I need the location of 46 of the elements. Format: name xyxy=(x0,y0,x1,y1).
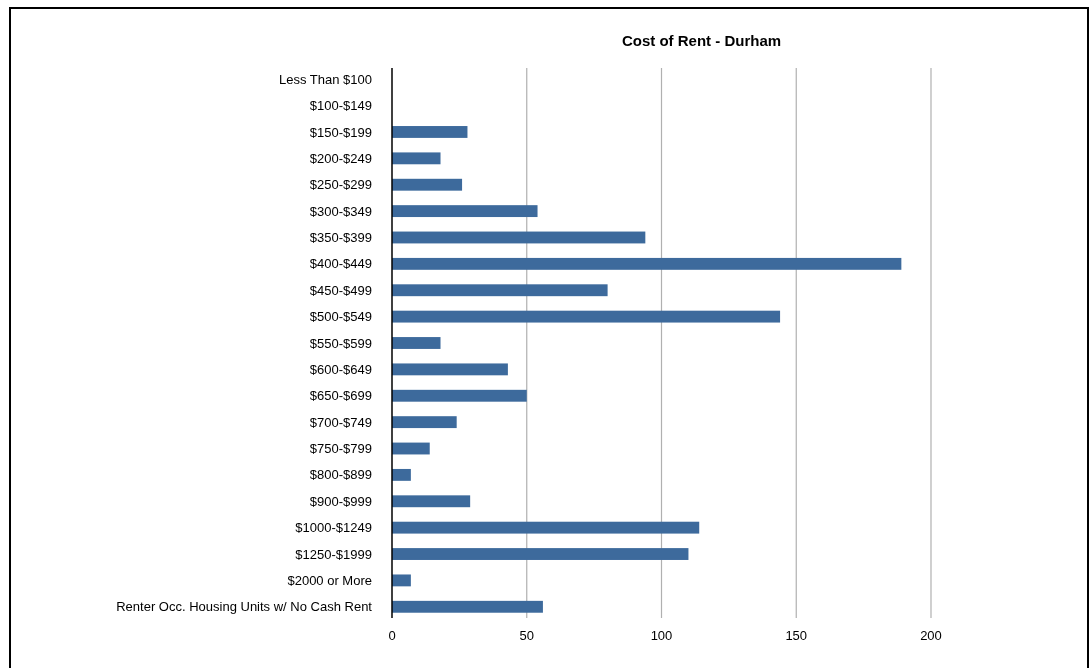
bar xyxy=(392,257,902,270)
bar xyxy=(392,389,527,402)
y-tick-label: $200-$249 xyxy=(309,150,372,166)
y-tick-label: $150-$199 xyxy=(309,124,372,140)
y-tick-label: $600-$649 xyxy=(309,361,372,377)
y-tick-label: $1000-$1249 xyxy=(295,520,372,536)
bar xyxy=(392,574,411,587)
y-tick-label: $400-$449 xyxy=(309,256,372,272)
y-tick-label: $900-$999 xyxy=(309,493,372,509)
bar xyxy=(392,521,700,534)
chart-title: Cost of Rent - Durham xyxy=(621,32,782,49)
bar xyxy=(392,205,538,218)
x-tick-label: 150 xyxy=(785,628,808,643)
y-tick-label: $500-$549 xyxy=(309,309,372,325)
x-tick-label: 200 xyxy=(920,628,942,643)
y-tick-label: $650-$699 xyxy=(309,388,372,404)
bar xyxy=(392,548,689,560)
bar xyxy=(392,284,608,297)
bar xyxy=(392,468,411,481)
x-tick-label: 0 xyxy=(388,628,396,643)
y-tick-label: $2000 or More xyxy=(287,572,372,588)
bar xyxy=(392,178,463,191)
y-tick-label: Less Than $100 xyxy=(279,71,372,87)
y-tick-label: $300-$349 xyxy=(309,203,372,219)
y-tick-label: $750-$799 xyxy=(309,441,372,457)
y-tick-label: $700-$749 xyxy=(309,414,372,430)
y-tick-label: $100-$149 xyxy=(309,98,372,114)
bar xyxy=(392,600,543,613)
y-tick-label: Renter Occ. Housing Units w/ No Cash Rent xyxy=(116,599,373,615)
bar xyxy=(392,495,471,508)
y-tick-label: $1250-$1999 xyxy=(295,546,372,562)
bar xyxy=(392,416,457,429)
bar xyxy=(392,337,441,349)
bar xyxy=(392,126,468,138)
y-tick-label: $550-$599 xyxy=(309,335,372,351)
bar xyxy=(392,310,781,323)
bar xyxy=(392,442,430,455)
y-tick-label: $350-$399 xyxy=(309,230,372,246)
bar xyxy=(392,363,508,376)
bar xyxy=(392,152,441,165)
x-tick-label: 50 xyxy=(519,628,534,643)
y-tick-label: $250-$299 xyxy=(309,177,372,193)
x-tick-label: 100 xyxy=(650,628,673,643)
y-tick-label: $450-$499 xyxy=(309,282,372,298)
bar xyxy=(392,231,646,244)
y-tick-label: $800-$899 xyxy=(309,467,372,483)
